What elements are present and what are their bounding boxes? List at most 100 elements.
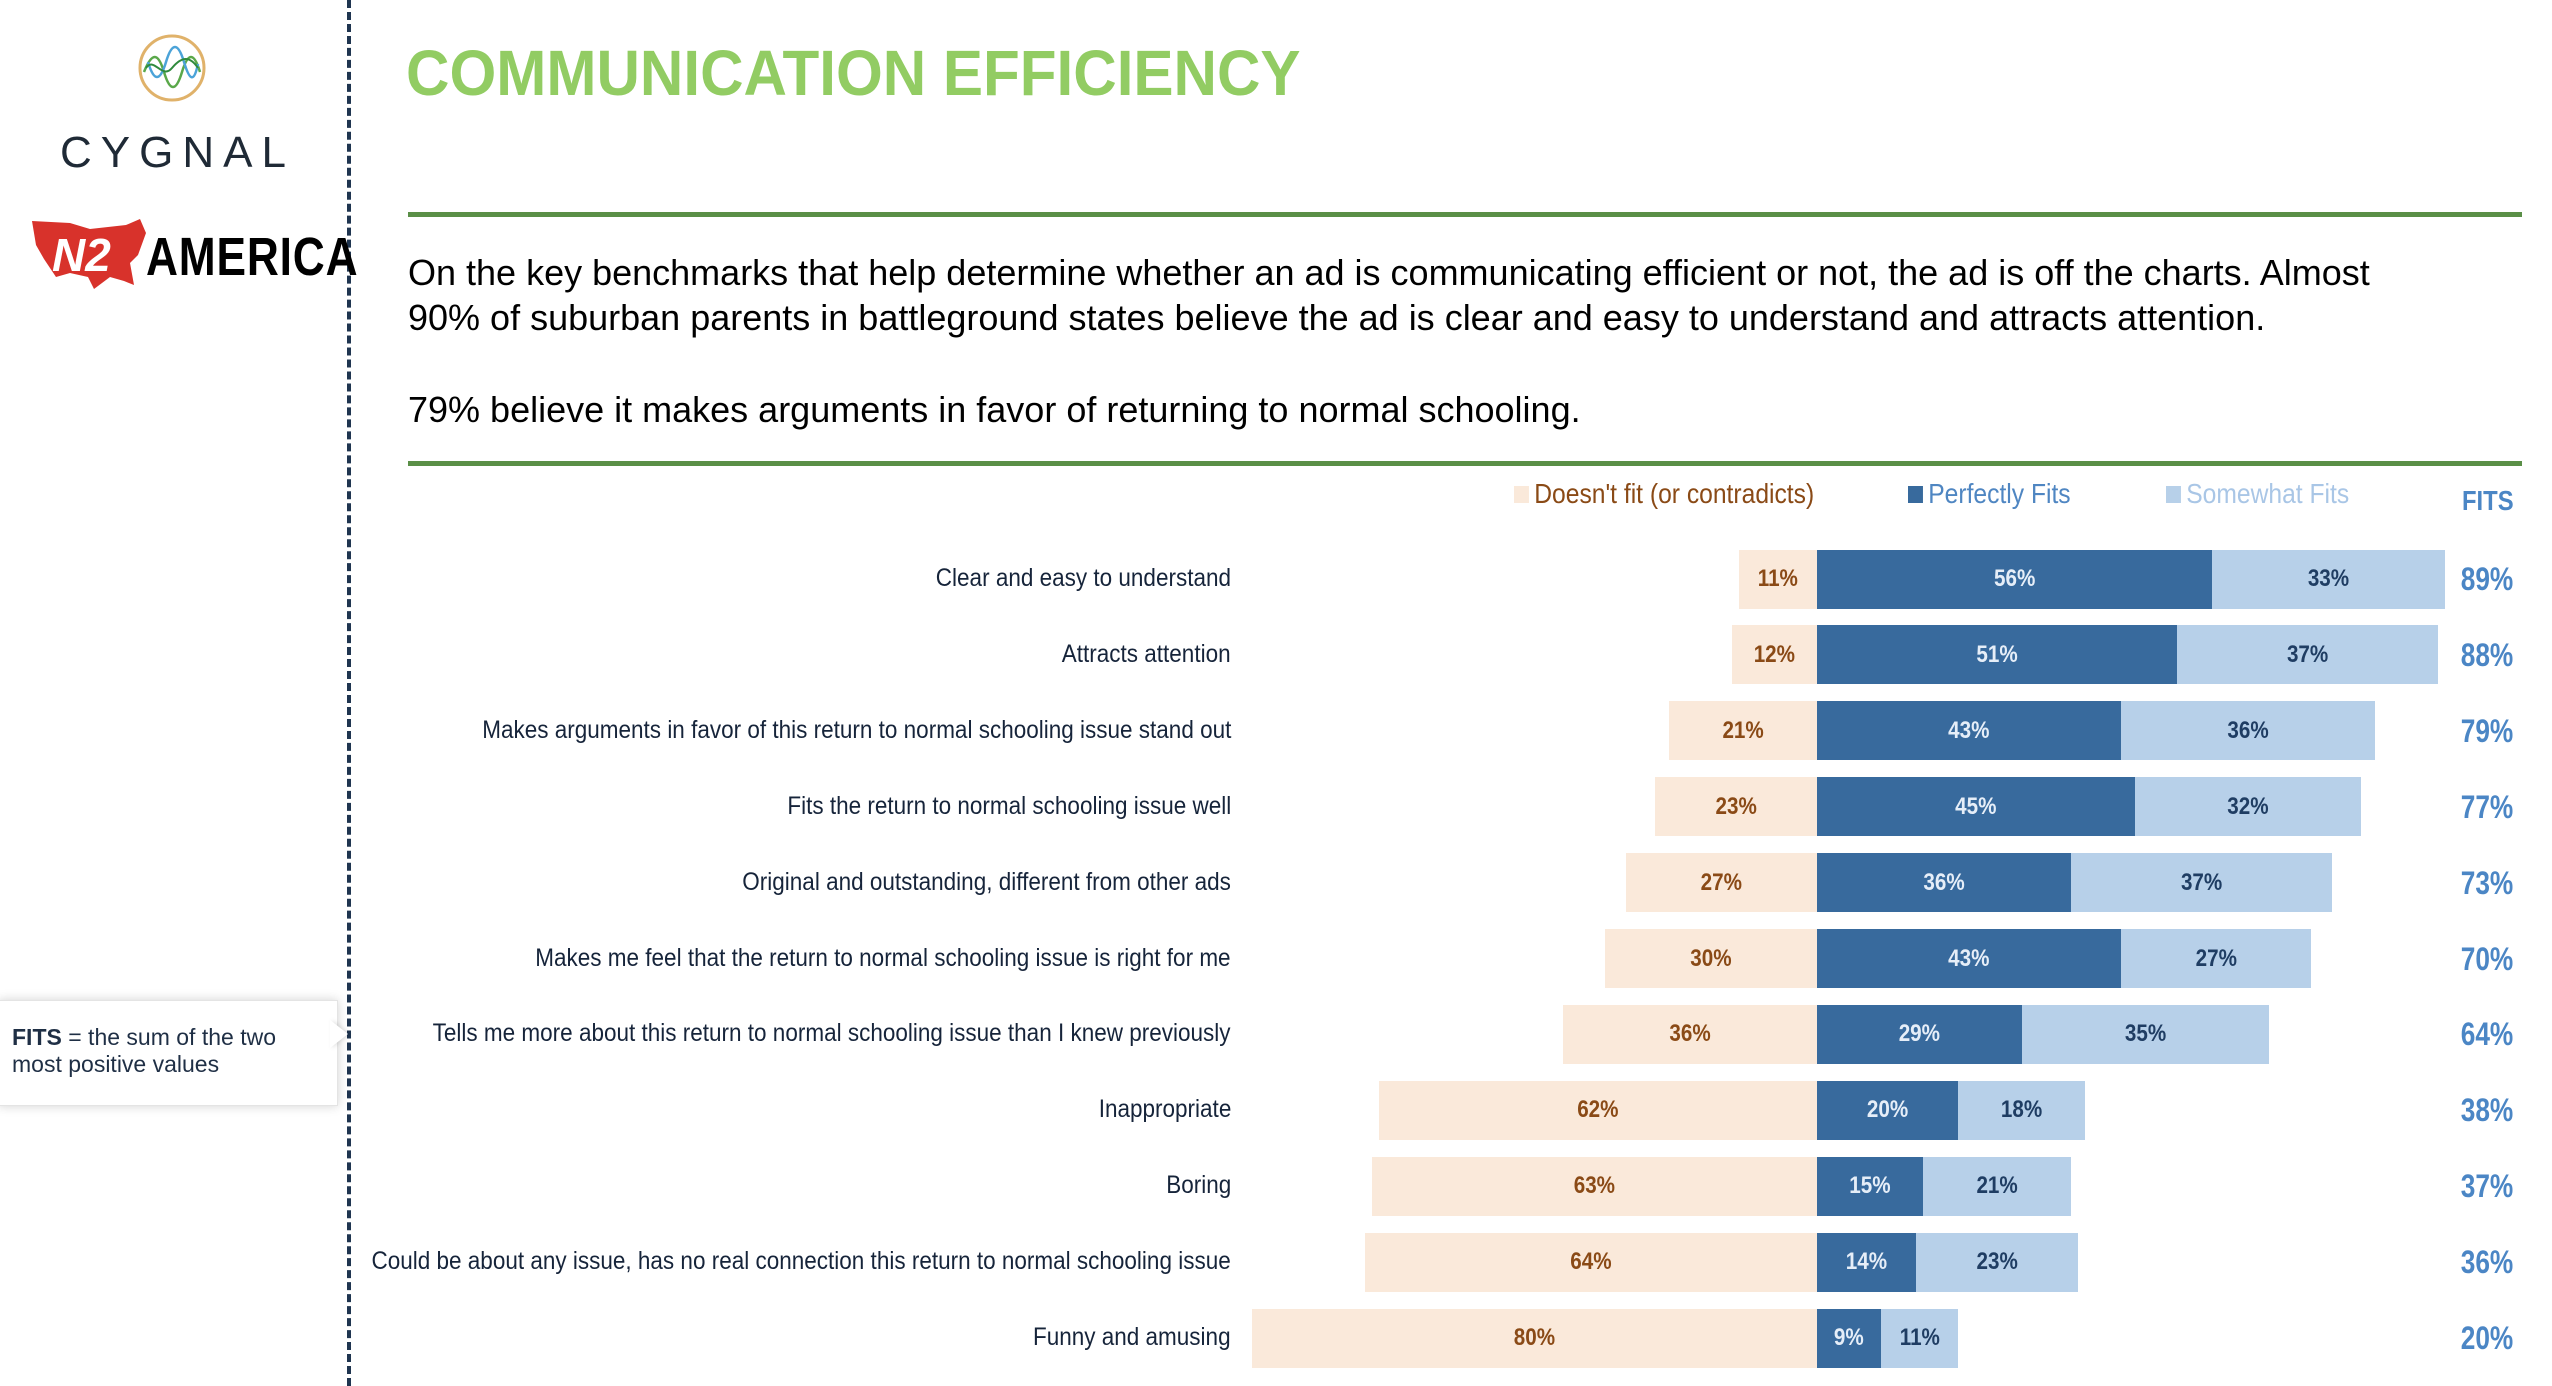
- fits-definition-callout: [0, 1000, 338, 1106]
- row-label: Inappropriate: [1098, 1095, 1231, 1124]
- legend-swatch-perfectly-fits: [1908, 485, 1923, 503]
- bar-perfectly-fits: [1817, 549, 2213, 609]
- top-divider-rule: [408, 212, 2522, 217]
- row-label: Could be about any issue, has no real co…: [371, 1247, 1231, 1276]
- bar-doesnt-fit: [1252, 1308, 1817, 1368]
- fits-column-header: FITS: [2462, 485, 2514, 516]
- cygnal-wordmark: CYGNAL: [60, 128, 295, 177]
- dashed-divider: [347, 0, 351, 1386]
- bar-perfectly-fits: [1817, 853, 2072, 913]
- value-label-perfectly-fits: 15%: [1849, 1172, 1891, 1200]
- bar-perfectly-fits: [1817, 1080, 1959, 1140]
- bar-perfectly-fits: [1817, 1156, 1923, 1216]
- bar-somewhat-fits: [1958, 1080, 2086, 1140]
- row-label: Makes arguments in favor of this return …: [481, 715, 1231, 744]
- bar-somewhat-fits: [2177, 625, 2439, 685]
- legend-swatch-somewhat-fits: [2166, 485, 2181, 503]
- bar-perfectly-fits: [1817, 1308, 1881, 1368]
- fits-total-value: 38%: [2460, 1092, 2514, 1129]
- summary-line-1: On the key benchmarks that help determin…: [408, 252, 2370, 293]
- row-label: Boring: [1165, 1171, 1231, 1200]
- bar-somewhat-fits: [2120, 929, 2312, 988]
- legend-item-somewhat-fits: Somewhat Fits: [2166, 478, 2349, 510]
- value-label-perfectly-fits: 56%: [1994, 565, 2036, 592]
- value-label-somewhat-fits: 37%: [2286, 640, 2329, 668]
- bar-doesnt-fit: [1626, 853, 1817, 913]
- bar-perfectly-fits: [1817, 1004, 2022, 1064]
- legend-item-perfectly-fits: Perfectly Fits: [1908, 478, 2071, 510]
- value-label-perfectly-fits: 29%: [1898, 1020, 1941, 1048]
- fits-total-value: 37%: [2460, 1168, 2514, 1205]
- summary-line-3: 79% believe it makes arguments in favor …: [408, 389, 1581, 430]
- n2-mark: N2: [52, 229, 111, 281]
- value-label-perfectly-fits: 43%: [1948, 944, 1990, 972]
- bar-doesnt-fit: [1668, 701, 1817, 761]
- value-label-doesnt-fit: 12%: [1753, 640, 1796, 668]
- us-map-logo-icon: N2: [32, 219, 146, 289]
- n2-wordmark: AMERICA: [146, 227, 359, 287]
- value-label-somewhat-fits: 35%: [2124, 1020, 2166, 1048]
- bar-doesnt-fit: [1732, 625, 1817, 685]
- chart-divider-rule: [408, 461, 2522, 466]
- legend-label: Somewhat Fits: [2186, 478, 2350, 509]
- legend-label: Perfectly Fits: [1928, 478, 2071, 509]
- bar-doesnt-fit: [1562, 1004, 1817, 1064]
- bar-somewhat-fits: [1922, 1156, 2072, 1216]
- bar-doesnt-fit: [1379, 1080, 1817, 1140]
- fits-total-value: 73%: [2460, 864, 2514, 901]
- value-label-somewhat-fits: 18%: [2001, 1096, 2043, 1124]
- fits-total-value: 89%: [2460, 561, 2514, 597]
- bar-somewhat-fits: [2021, 1004, 2269, 1064]
- fits-total-value: 79%: [2460, 712, 2514, 749]
- value-label-doesnt-fit: 64%: [1570, 1248, 1612, 1276]
- value-label-somewhat-fits: 23%: [1976, 1248, 2018, 1276]
- row-label: Fits the return to normal schooling issu…: [787, 791, 1231, 820]
- value-label-doesnt-fit: 80%: [1513, 1324, 1556, 1351]
- value-label-somewhat-fits: 27%: [2195, 944, 2237, 972]
- value-label-doesnt-fit: 11%: [1758, 565, 1799, 592]
- fits-term: FITS: [12, 1024, 62, 1050]
- bar-doesnt-fit: [1654, 777, 1817, 837]
- bar-somewhat-fits: [2212, 549, 2446, 609]
- value-label-somewhat-fits: 33%: [2308, 565, 2350, 592]
- legend-item-doesnt-fit: Doesn't fit (or contradicts): [1514, 478, 1814, 510]
- value-label-perfectly-fits: 45%: [1955, 792, 1997, 820]
- bar-perfectly-fits: [1817, 625, 2178, 685]
- summary-line-2: 90% of suburban parents in battleground …: [408, 297, 2266, 338]
- row-label: Tells me more about this return to norma…: [433, 1019, 1231, 1048]
- bar-doesnt-fit: [1739, 549, 1817, 609]
- fits-total-value: 20%: [2460, 1320, 2514, 1356]
- value-label-somewhat-fits: 11%: [1899, 1324, 1940, 1351]
- value-label-perfectly-fits: 51%: [1976, 640, 2018, 668]
- bar-perfectly-fits: [1817, 777, 2135, 837]
- value-label-perfectly-fits: 43%: [1948, 716, 1990, 744]
- fits-total-value: 64%: [2460, 1016, 2514, 1053]
- value-label-doesnt-fit: 30%: [1690, 944, 1732, 972]
- value-label-doesnt-fit: 21%: [1722, 716, 1764, 744]
- value-label-somewhat-fits: 36%: [2226, 716, 2269, 744]
- row-label: Clear and easy to understand: [935, 564, 1231, 592]
- value-label-perfectly-fits: 14%: [1845, 1248, 1888, 1276]
- row-label: Original and outstanding, different from…: [742, 867, 1231, 896]
- fits-definition: = the sum of the two most positive value…: [12, 1024, 276, 1077]
- value-label-doesnt-fit: 62%: [1577, 1096, 1619, 1124]
- row-label: Funny and amusing: [1033, 1323, 1231, 1351]
- legend-swatch-doesnt-fit: [1514, 485, 1529, 503]
- row-label: Attracts attention: [1062, 639, 1231, 668]
- legend-label: Doesn't fit (or contradicts): [1534, 478, 1815, 509]
- fits-total-value: 36%: [2460, 1244, 2514, 1281]
- bar-doesnt-fit: [1365, 1232, 1817, 1292]
- value-label-perfectly-fits: 36%: [1923, 868, 1965, 896]
- fits-total-value: 88%: [2460, 636, 2514, 673]
- bar-doesnt-fit: [1372, 1156, 1817, 1216]
- value-label-doesnt-fit: 27%: [1701, 868, 1743, 896]
- bar-somewhat-fits: [2134, 777, 2361, 837]
- value-label-doesnt-fit: 63%: [1573, 1172, 1616, 1200]
- fits-total-value: 70%: [2460, 940, 2514, 977]
- fits-total-value: 77%: [2460, 788, 2514, 825]
- value-label-somewhat-fits: 37%: [2181, 868, 2223, 896]
- value-label-perfectly-fits: 20%: [1866, 1096, 1909, 1124]
- page-title: COMMUNICATION EFFICIENCY: [406, 37, 1301, 109]
- row-label: Makes me feel that the return to normal …: [535, 943, 1231, 972]
